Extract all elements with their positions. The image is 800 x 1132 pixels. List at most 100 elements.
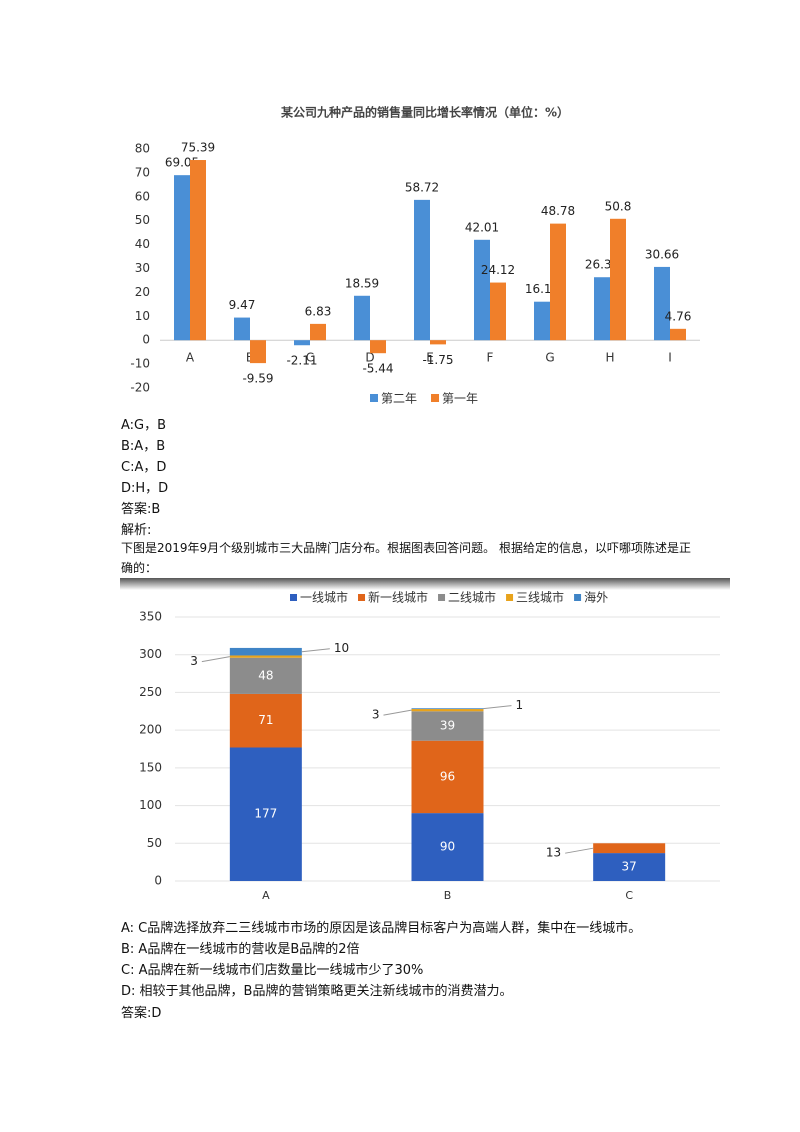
x-tick-label: H [605, 351, 614, 365]
y-tick-label: 40 [135, 237, 150, 251]
option: B: A品牌在一线城市的营收是B品牌的2倍 [121, 942, 360, 957]
y-tick-label: 300 [139, 647, 162, 661]
bar [370, 340, 386, 354]
data-label: 18.59 [345, 276, 379, 290]
data-label: 4.76 [665, 309, 692, 323]
x-tick-label: A [262, 889, 270, 902]
bar-segment [593, 853, 666, 881]
x-tick-label: C [306, 351, 314, 365]
bar [534, 301, 550, 341]
data-label: 9.47 [229, 298, 256, 312]
data-label: 30.66 [645, 247, 679, 261]
bar [310, 323, 326, 341]
bar-segment [229, 647, 302, 656]
data-label: 75.39 [181, 141, 215, 155]
question: 下图是2019年9月个级别城市三大品牌门店分布。根据图表回答问题。 根据给定的信… [121, 541, 691, 575]
bar [250, 340, 266, 364]
header-shade [120, 578, 730, 590]
bar-segment [411, 708, 484, 710]
option: C:A，D [121, 460, 167, 475]
bar-segment [411, 711, 484, 741]
option: C: A品牌在新一线城市们店数量比一线城市少了30% [121, 963, 424, 978]
bar-segment [229, 747, 302, 881]
bar [234, 317, 250, 341]
y-tick-label: 50 [135, 213, 150, 227]
bar [474, 239, 490, 341]
bar-segment [411, 813, 484, 881]
legend-label: 新一线城市 [368, 590, 428, 605]
data-label: 42.01 [465, 220, 499, 234]
data-label: 48.78 [541, 204, 575, 218]
legend-label: 二线城市 [448, 590, 496, 605]
data-label: 10 [334, 641, 349, 655]
data-label: 177 [254, 807, 277, 821]
y-tick-label: 10 [135, 309, 150, 323]
legend-swatch [358, 594, 366, 601]
option: B:A，B [121, 439, 166, 454]
y-tick-label: 20 [135, 285, 150, 299]
legend-swatch [290, 594, 297, 601]
y-tick-label: 30 [135, 261, 150, 275]
leader-line [565, 847, 594, 854]
data-label: 3 [372, 708, 380, 722]
data-label: 90 [440, 840, 455, 854]
legend-label: 第二年 [381, 392, 417, 406]
x-tick-label: C [625, 889, 633, 902]
legend-swatch [574, 594, 582, 601]
legend-swatch [506, 594, 514, 601]
leader-line [383, 709, 412, 716]
leader-line [483, 705, 512, 710]
y-tick-label: 50 [147, 836, 162, 850]
option: D:H，D [121, 481, 169, 496]
chart-title: 某公司九种产品的销售量同比增长率情况（单位：%） [281, 105, 569, 120]
bar-segment [229, 657, 302, 694]
y-tick-label: 350 [139, 610, 162, 624]
legend-label: 海外 [584, 590, 608, 605]
bar [550, 223, 566, 341]
bar [294, 340, 310, 346]
bar [174, 175, 190, 341]
bar [414, 199, 430, 341]
y-tick-label: -20 [130, 381, 150, 395]
bar [190, 160, 206, 341]
data-label: 37 [622, 860, 637, 874]
y-tick-label: -10 [130, 357, 150, 371]
data-label: 6.83 [305, 304, 332, 318]
answer: 答案:D [121, 1006, 162, 1021]
bar-segment [229, 655, 302, 658]
legend-swatch [431, 394, 440, 402]
data-label: 13 [546, 846, 561, 860]
analysis: 解析: [121, 523, 152, 538]
data-label: -1.75 [422, 353, 453, 367]
data-label: 3 [190, 654, 198, 668]
bar [610, 218, 626, 341]
legend-swatch [438, 594, 446, 601]
leader-line [301, 648, 330, 653]
x-tick-label: E [426, 351, 434, 365]
data-label: 1 [516, 698, 524, 712]
data-label: 39 [440, 718, 455, 732]
data-label: -9.59 [242, 372, 273, 386]
y-tick-label: 0 [142, 333, 150, 347]
bar-segment [411, 740, 484, 814]
option: D: 相较于其他品牌，B品牌的营销策略更关注新线城市的消费潜力。 [121, 984, 513, 999]
bar-segment [593, 843, 666, 854]
bar [490, 282, 506, 341]
store-chart: 0 50 100 150 200 250 300 350 A 177 71 48 3 10 B 90 96 39 3… [120, 578, 730, 902]
y-tick-label: 80 [135, 142, 150, 156]
data-label: 50.8 [605, 199, 632, 213]
y-tick-label: 70 [135, 165, 150, 179]
legend-label: 一线城市 [300, 590, 348, 605]
bar [430, 340, 446, 345]
bar-segment [229, 693, 302, 748]
x-tick-label: A [186, 351, 195, 365]
y-tick-label: 150 [139, 760, 162, 774]
data-label: 58.72 [405, 180, 439, 194]
bar [354, 295, 370, 341]
data-label: -2.11 [286, 354, 317, 368]
bar [670, 328, 686, 341]
option: A:G，B [121, 418, 167, 433]
y-tick-label: 250 [139, 685, 162, 699]
x-tick-label: G [545, 351, 554, 365]
bar [594, 277, 610, 341]
